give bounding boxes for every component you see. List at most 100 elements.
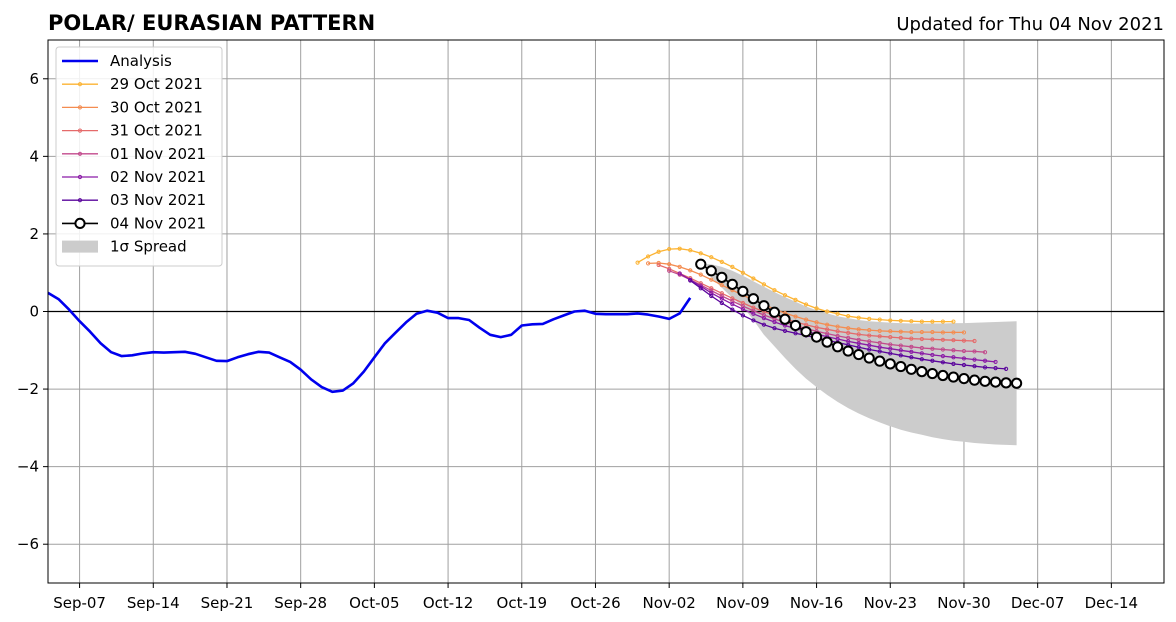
forecast-line-2 — [648, 262, 964, 334]
forecast-point — [856, 315, 861, 320]
forecast-point — [800, 326, 812, 338]
forecast-point — [982, 350, 988, 355]
forecast-point — [698, 272, 703, 277]
forecast-point — [951, 338, 956, 343]
forecast-point — [716, 271, 728, 283]
forecast-point — [768, 306, 781, 318]
forecast-point — [930, 319, 935, 324]
analysis-line — [47, 291, 692, 394]
forecast-point — [709, 286, 714, 291]
forecast-point — [832, 341, 844, 353]
x-tick-label: Sep-28 — [274, 594, 327, 612]
forecast-point — [951, 361, 956, 366]
forecast-point — [940, 319, 946, 324]
forecast-point — [842, 345, 854, 357]
forecast-point — [667, 266, 672, 271]
forecast-point — [803, 302, 809, 307]
x-tick-label: Oct-12 — [423, 594, 473, 612]
forecast-line-4 — [668, 270, 986, 353]
forecast-point — [884, 358, 896, 370]
forecast-point — [1011, 377, 1023, 389]
forecast-point — [972, 357, 977, 362]
forecast-point — [972, 364, 977, 369]
forecast-point — [961, 362, 967, 368]
forecast-point — [782, 328, 788, 333]
forecast-point — [719, 259, 724, 264]
y-tick-label: 6 — [29, 70, 39, 88]
forecast-point — [972, 338, 977, 344]
forecast-point — [737, 285, 749, 297]
y-tick-label: −2 — [17, 380, 39, 398]
forecast-point — [898, 329, 903, 334]
legend-swatch-marker — [77, 128, 83, 133]
forecast-point — [1000, 377, 1012, 389]
legend-label: 31 Oct 2021 — [110, 122, 203, 140]
forecast-point — [909, 344, 914, 349]
forecast-point — [719, 296, 724, 301]
forecast-point — [688, 278, 693, 283]
x-tick-label: Sep-21 — [201, 594, 254, 612]
forecast-point — [705, 265, 717, 277]
forecast-point — [919, 345, 924, 351]
forecast-point — [856, 341, 861, 346]
forecast-point — [730, 264, 735, 269]
forecast-point — [814, 306, 819, 311]
forecast-point — [877, 317, 882, 322]
forecast-point — [919, 319, 924, 324]
legend-label: Analysis — [110, 52, 172, 70]
forecast-point — [877, 334, 882, 339]
forecast-point — [919, 329, 924, 335]
legend-swatch-marker — [77, 105, 83, 110]
legend-swatch-marker — [74, 217, 86, 229]
forecast-point — [730, 302, 735, 307]
forecast-point — [772, 288, 777, 293]
legend-label: 03 Nov 2021 — [110, 191, 206, 209]
forecast-point — [919, 336, 924, 342]
forecast-line-6 — [689, 279, 1007, 370]
forecast-point — [951, 319, 956, 324]
forecast-point — [877, 340, 882, 346]
forecast-point — [846, 314, 851, 319]
x-tick-label: Oct-26 — [570, 594, 620, 612]
forecast-point — [709, 277, 714, 282]
forecast-point — [940, 337, 946, 342]
forecast-point — [940, 354, 946, 359]
forecast-point — [740, 270, 745, 275]
forecast-point — [793, 314, 798, 319]
forecast-point — [909, 319, 914, 324]
forecast-point — [1003, 366, 1009, 372]
forecast-point — [677, 264, 682, 269]
forecast-point — [874, 355, 886, 367]
chart-updated-date: Updated for Thu 04 Nov 2021 — [896, 14, 1164, 35]
legend-label: 01 Nov 2021 — [110, 145, 206, 163]
legend: Analysis 29 Oct 2021 30 Oct 2021 31 Oct 202… — [55, 46, 223, 267]
forecast-point — [856, 345, 861, 350]
legend-label: 1σ Spread — [110, 238, 187, 256]
forecast-point — [835, 311, 840, 316]
legend-swatch-marker — [77, 174, 83, 180]
forecast-point — [877, 328, 882, 333]
forecast-point — [803, 317, 809, 322]
forecast-point — [726, 278, 738, 290]
forecast-point — [877, 345, 882, 350]
forecast-point — [793, 331, 798, 336]
legend-label: 29 Oct 2021 — [110, 75, 203, 93]
forecast-point — [961, 348, 967, 354]
x-tick-label: Sep-14 — [127, 594, 180, 612]
forecast-point — [740, 307, 745, 312]
forecast-point — [916, 366, 928, 378]
forecast-point — [867, 347, 872, 352]
forecast-point — [940, 360, 946, 365]
forecast-point — [947, 371, 960, 383]
forecast-point — [656, 262, 661, 268]
forecast-point — [993, 359, 998, 365]
forecast-point — [751, 311, 756, 316]
forecast-point — [846, 330, 851, 335]
forecast-point — [989, 376, 1002, 388]
x-tick-label: Nov-16 — [790, 594, 843, 612]
forecast-point — [751, 276, 756, 281]
forecast-point — [656, 260, 661, 266]
forecast-point — [740, 313, 745, 318]
forecast-point — [972, 349, 977, 354]
